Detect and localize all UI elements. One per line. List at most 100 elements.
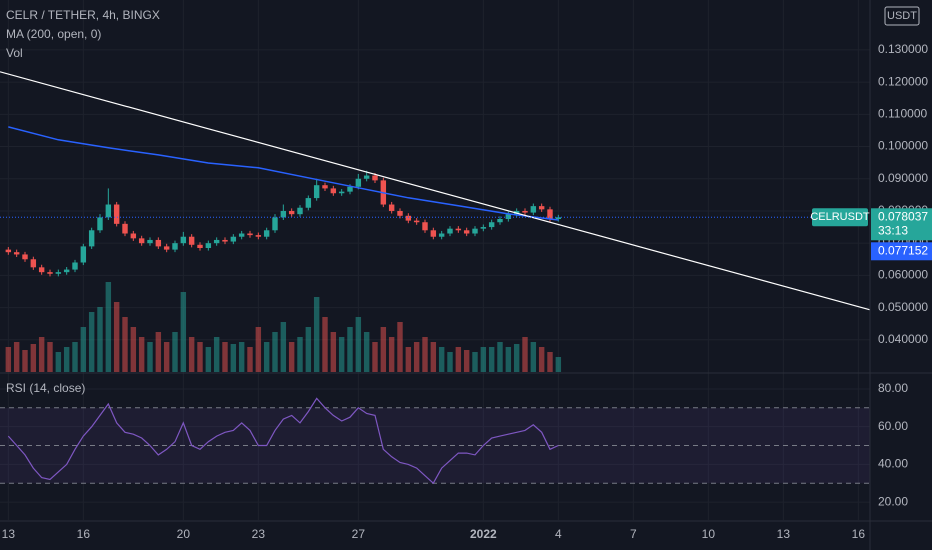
candle-body	[438, 233, 445, 237]
volume-bar	[88, 312, 95, 372]
candle-body	[538, 206, 545, 210]
volume-bar	[255, 327, 262, 372]
volume-label: Vol	[6, 46, 23, 60]
candle-body	[113, 204, 120, 224]
volume-bar	[280, 322, 287, 372]
x-tick-label: 20	[177, 527, 191, 541]
volume-bar	[463, 350, 470, 372]
volume-bar	[138, 337, 145, 372]
volume-bar	[363, 332, 370, 372]
candle-body	[130, 233, 137, 239]
volume-bar	[313, 297, 320, 372]
y-tick-label: 0.130000	[878, 42, 928, 56]
volume-bar	[147, 342, 153, 372]
y-tick-label: 0.050000	[878, 300, 928, 314]
volume-bar	[55, 352, 62, 372]
y-tick-label: 40.00	[878, 457, 908, 471]
candle-body	[480, 227, 487, 229]
x-tick-label: 27	[352, 527, 366, 541]
candle-body	[22, 254, 28, 260]
countdown: 33:13	[878, 223, 908, 237]
candle-body	[305, 198, 312, 208]
volume-bar	[122, 317, 128, 372]
candle-body	[155, 239, 162, 247]
candle-body	[547, 209, 553, 220]
volume-bar	[522, 337, 528, 372]
volume-bar	[330, 332, 337, 372]
volume-bar	[230, 344, 237, 372]
volume-bar	[263, 342, 270, 372]
volume-bar	[347, 327, 353, 372]
volume-bar	[305, 327, 312, 372]
candle-body	[122, 223, 128, 234]
volume-bar	[5, 347, 12, 372]
trendline	[0, 71, 871, 311]
candle-body	[38, 267, 45, 273]
volume-bar	[413, 342, 420, 372]
candle-body	[280, 210, 287, 218]
volume-bar	[497, 342, 503, 372]
volume-bar	[63, 347, 70, 372]
volume-bar	[272, 332, 278, 372]
volume-bar	[80, 327, 87, 372]
candle-body	[372, 175, 378, 181]
last-price-label: 0.078037	[878, 209, 928, 223]
candle-body	[205, 243, 212, 248]
volume-bar	[505, 347, 512, 372]
grid	[0, 0, 870, 520]
x-tick-label: 4	[555, 527, 562, 541]
candle-body	[263, 230, 270, 237]
candle-body	[255, 235, 262, 237]
volume-bar	[430, 342, 437, 372]
candle-body	[338, 191, 345, 194]
currency[interactable]: USDT	[887, 10, 917, 22]
symbol-box	[812, 208, 868, 227]
volume-bar	[105, 282, 112, 372]
volume-bar	[188, 337, 195, 372]
y-tick-label: 0.060000	[878, 268, 928, 282]
volume-bar	[213, 337, 220, 372]
candle-body	[97, 217, 103, 231]
volume-bar	[388, 337, 395, 372]
volume-bar	[288, 342, 295, 372]
volume-bar	[555, 357, 562, 372]
volume-bar	[13, 342, 20, 372]
candle-body	[463, 230, 470, 234]
candle-body	[313, 185, 320, 199]
candle-body	[247, 233, 253, 236]
candle-body	[72, 262, 78, 270]
x-tick-label: 16	[852, 527, 866, 541]
x-tick-label: 7	[630, 527, 637, 541]
volume-bar	[238, 342, 245, 372]
candle-body	[238, 233, 245, 237]
volume-bar	[30, 344, 37, 372]
y-tick-label: 0.110000	[878, 107, 927, 121]
volume-bar	[247, 347, 253, 372]
y-tick-label: 0.100000	[878, 139, 928, 153]
volume-bar	[472, 352, 478, 372]
rsi-label: RSI (14, close)	[6, 381, 85, 395]
volume-bar	[438, 347, 445, 372]
ma-price-box	[871, 242, 932, 261]
candle-body	[330, 188, 337, 194]
currency-box[interactable]	[884, 6, 920, 26]
candle-body	[530, 206, 537, 213]
candle-body	[430, 230, 437, 237]
axes: 0.0400000.0500000.0600000.0700000.080000…	[2, 42, 932, 541]
volume-bar	[447, 352, 453, 372]
volume-bar	[422, 337, 428, 372]
ma-label: MA (200, open, 0)	[6, 27, 101, 41]
volume-bar	[380, 327, 387, 372]
volume-bar	[480, 347, 487, 372]
volume-bar	[222, 342, 228, 372]
candle-body	[555, 217, 562, 220]
volume-bar	[538, 347, 545, 372]
candle-body	[80, 246, 87, 263]
y-tick-label: 0.040000	[878, 332, 928, 346]
candle-body	[413, 220, 420, 223]
candle-body	[388, 204, 395, 211]
y-tick-label: 80.00	[878, 381, 908, 395]
candle-body	[222, 239, 228, 242]
candle-body	[347, 186, 353, 192]
